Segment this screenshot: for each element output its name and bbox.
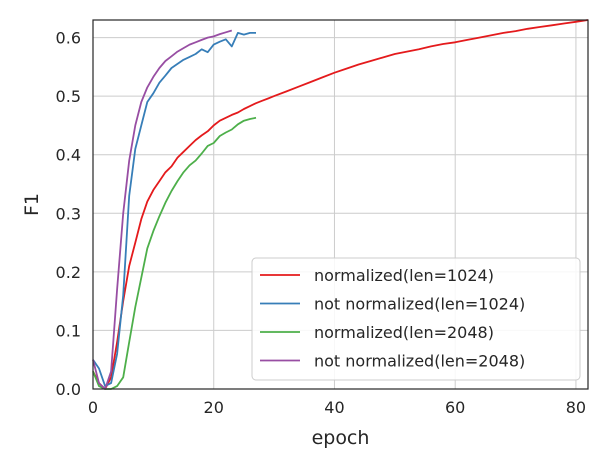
legend-label: normalized(len=2048) [314,323,494,342]
x-axis-label: epoch [312,427,370,449]
y-tick-label: 0.3 [56,204,81,223]
series-line-4 [92,29,233,390]
grid-lines [92,20,588,390]
y-axis-label: F1 [21,193,43,216]
series-line-2 [92,32,256,388]
legend-box [251,257,581,381]
legend: normalized(len=1024) not normalized(len=1… [251,257,581,381]
y-tick-labels: 0.0 0.1 0.2 0.3 0.4 0.5 0.6 [56,29,81,399]
series-line-3 [92,116,257,390]
x-tick-label: 0 [88,398,98,417]
y-tick-label: 0.5 [56,87,81,106]
x-tick-label: 80 [566,398,586,417]
legend-label: normalized(len=1024) [314,266,494,285]
y-tick-label: 0.4 [56,146,81,165]
x-tick-label: 20 [204,398,224,417]
x-tick-label: 60 [445,398,465,417]
y-tick-label: 0.2 [56,263,81,282]
y-tick-label: 0.1 [56,321,81,340]
plot-frame [92,19,589,390]
y-tick-label: 0.6 [56,29,81,48]
legend-label: not normalized(len=2048) [314,352,525,371]
x-tick-label: 40 [324,398,344,417]
legend-label: not normalized(len=1024) [314,295,525,314]
y-tick-label: 0.0 [56,380,81,399]
series-line-1 [92,19,589,390]
x-tick-labels: 0 20 40 60 80 [88,398,586,417]
series-lines [92,19,589,390]
